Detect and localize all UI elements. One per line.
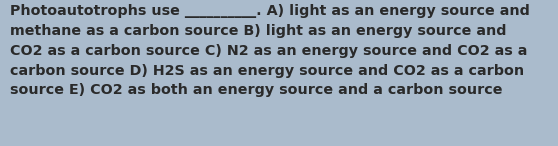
- Text: Photoautotrophs use __________. A) light as an energy source and
methane as a ca: Photoautotrophs use __________. A) light…: [10, 4, 530, 97]
